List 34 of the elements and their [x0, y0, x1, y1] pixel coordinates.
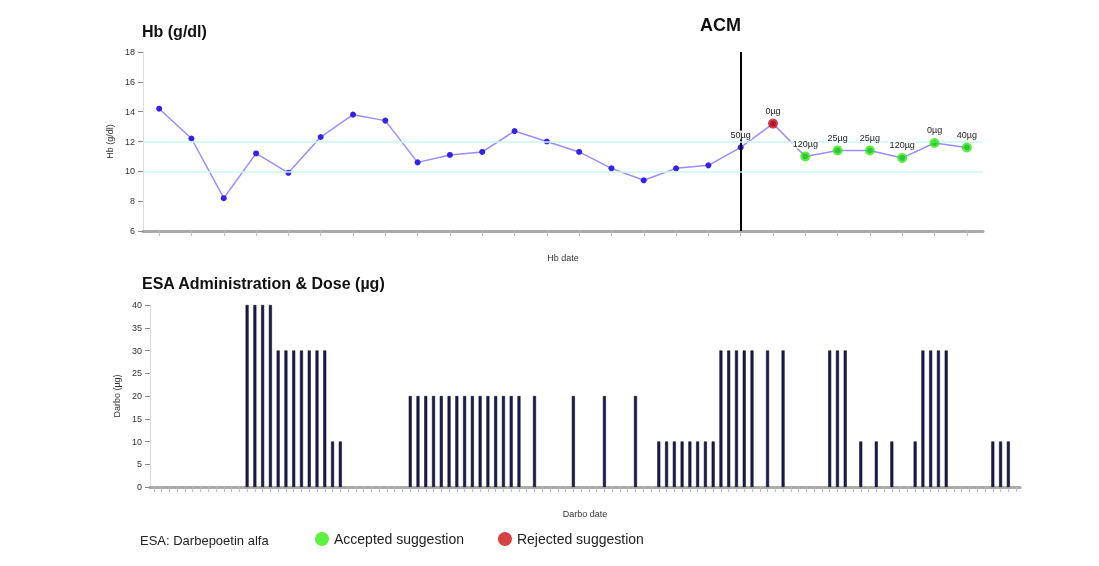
- y-tick-label: 15: [131, 413, 142, 424]
- y-tick-label: 8: [129, 196, 135, 207]
- text: ACM: [700, 15, 741, 35]
- annotation: 0µg: [765, 106, 781, 117]
- y-axis-title: Darbo (µg): [111, 374, 122, 418]
- annotation: 40µg: [956, 129, 977, 140]
- y-tick-label: 12: [124, 136, 135, 147]
- y-tick-label: 30: [131, 345, 142, 356]
- y-tick-label: 20: [131, 391, 142, 401]
- annotation: 50µg: [730, 129, 751, 140]
- annotation: 120µg: [792, 138, 818, 149]
- x-axis-title: Hb date: [547, 252, 579, 263]
- y-tick-label: 18: [124, 47, 135, 57]
- y-tick-label: 6: [129, 226, 135, 236]
- legend-label: Accepted suggestion: [334, 531, 464, 547]
- y-tick-label: 16: [124, 76, 135, 87]
- annotation: 120µg: [889, 140, 915, 151]
- y-tick-label: 5: [136, 459, 142, 470]
- y-tick-label: 0: [136, 482, 142, 492]
- annotation: 25µg: [827, 132, 848, 143]
- y-tick-label: 35: [131, 322, 142, 333]
- x-axis-title: Darbo date: [562, 508, 608, 519]
- y-tick-label: 25: [131, 368, 142, 379]
- y-axis-title: Hb (g/dl): [104, 124, 115, 159]
- chart-title: ESA Administration & Dose (µg): [142, 274, 385, 292]
- y-tick-label: 10: [131, 436, 142, 447]
- text: ESA: Darbepoetin alfa: [140, 533, 270, 548]
- legend-label: Rejected suggestion: [516, 531, 644, 547]
- y-tick-label: 14: [124, 106, 135, 117]
- annotation: 0µg: [926, 125, 943, 136]
- y-tick-label: 10: [124, 166, 135, 177]
- y-tick-label: 40: [131, 300, 142, 310]
- annotation: 25µg: [859, 132, 881, 143]
- chart-title: Hb (g/dl): [142, 22, 207, 40]
